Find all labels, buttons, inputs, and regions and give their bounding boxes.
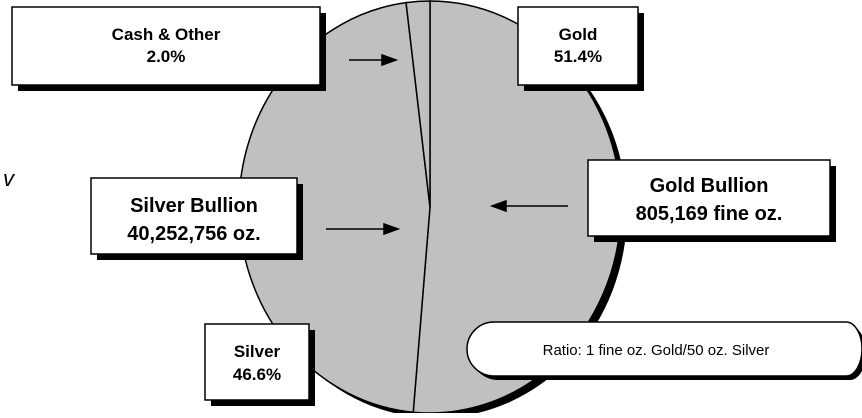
arrow-cash-head	[381, 53, 399, 67]
silver-label: Silver	[234, 342, 281, 361]
gold-value: 51.4%	[554, 47, 602, 66]
edge-mark: v	[3, 166, 16, 191]
arrow-gold-bullion-head	[489, 199, 507, 213]
gold-label: Gold	[559, 25, 598, 44]
pie-slice-cash-other	[405, 0, 431, 208]
arrow-silver-bullion-head	[383, 222, 401, 236]
silver-box	[204, 323, 310, 401]
silver-value: 46.6%	[233, 365, 281, 384]
silver-bullion-value: 40,252,756 oz.	[127, 223, 260, 245]
gold-bullion-box	[587, 159, 831, 237]
cash-box	[11, 6, 321, 86]
gold-bullion-value: 805,169 fine oz.	[636, 203, 783, 225]
silver-bullion-box	[90, 177, 298, 255]
silver-bullion-label: Silver Bullion	[130, 195, 258, 217]
gold-box	[517, 6, 639, 86]
cash-value: 2.0%	[147, 47, 186, 66]
ratio-callout	[466, 321, 862, 377]
ratio-text: Ratio: 1 fine oz. Gold/50 oz. Silver	[543, 342, 770, 359]
pie-slices	[238, 0, 622, 414]
arrows	[326, 53, 568, 236]
gold-bullion-label: Gold Bullion	[650, 175, 769, 197]
cash-label: Cash & Other	[112, 25, 221, 44]
